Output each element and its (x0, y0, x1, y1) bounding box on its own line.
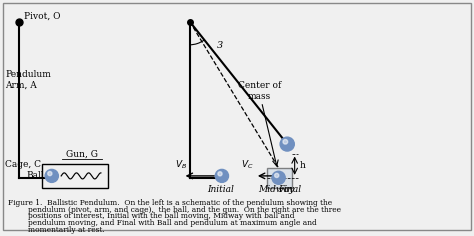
Circle shape (215, 169, 228, 182)
Text: Initial: Initial (207, 185, 234, 194)
Text: Center of
mass: Center of mass (238, 81, 281, 101)
Text: Gun, G: Gun, G (66, 149, 98, 159)
Text: Pendulum
Arm, A: Pendulum Arm, A (5, 70, 51, 89)
Text: Final: Final (278, 185, 301, 194)
Circle shape (218, 172, 222, 176)
Text: h: h (300, 161, 305, 170)
Text: Midway: Midway (258, 185, 294, 194)
Text: positions of interest, Initial with the ball moving, Midway with ball and: positions of interest, Initial with the … (28, 212, 295, 220)
Circle shape (272, 171, 285, 184)
Circle shape (48, 172, 52, 176)
Circle shape (280, 137, 294, 151)
Text: Ball: Ball (27, 171, 44, 180)
Text: $V_C$: $V_C$ (241, 158, 254, 171)
Bar (267, 168, 292, 188)
Circle shape (283, 139, 288, 144)
Circle shape (45, 169, 58, 182)
Text: 3: 3 (217, 41, 223, 50)
Text: Figure 1.  Ballistic Pendulum.  On the left is a schematic of the pendulum showi: Figure 1. Ballistic Pendulum. On the lef… (8, 199, 332, 207)
Text: Cage, C: Cage, C (5, 160, 41, 169)
Text: pendulum (pivot, arm, and cage),  the ball, and the gun.  On the right are the t: pendulum (pivot, arm, and cage), the bal… (28, 206, 341, 214)
Text: momentarily at rest.: momentarily at rest. (28, 226, 105, 234)
Bar (42, 164, 108, 188)
Circle shape (274, 173, 279, 177)
Text: $V_B$: $V_B$ (175, 158, 187, 171)
Text: pendulum moving, and Final with Ball and pendulum at maximum angle and: pendulum moving, and Final with Ball and… (28, 219, 317, 227)
Text: Pivot, O: Pivot, O (24, 12, 61, 21)
